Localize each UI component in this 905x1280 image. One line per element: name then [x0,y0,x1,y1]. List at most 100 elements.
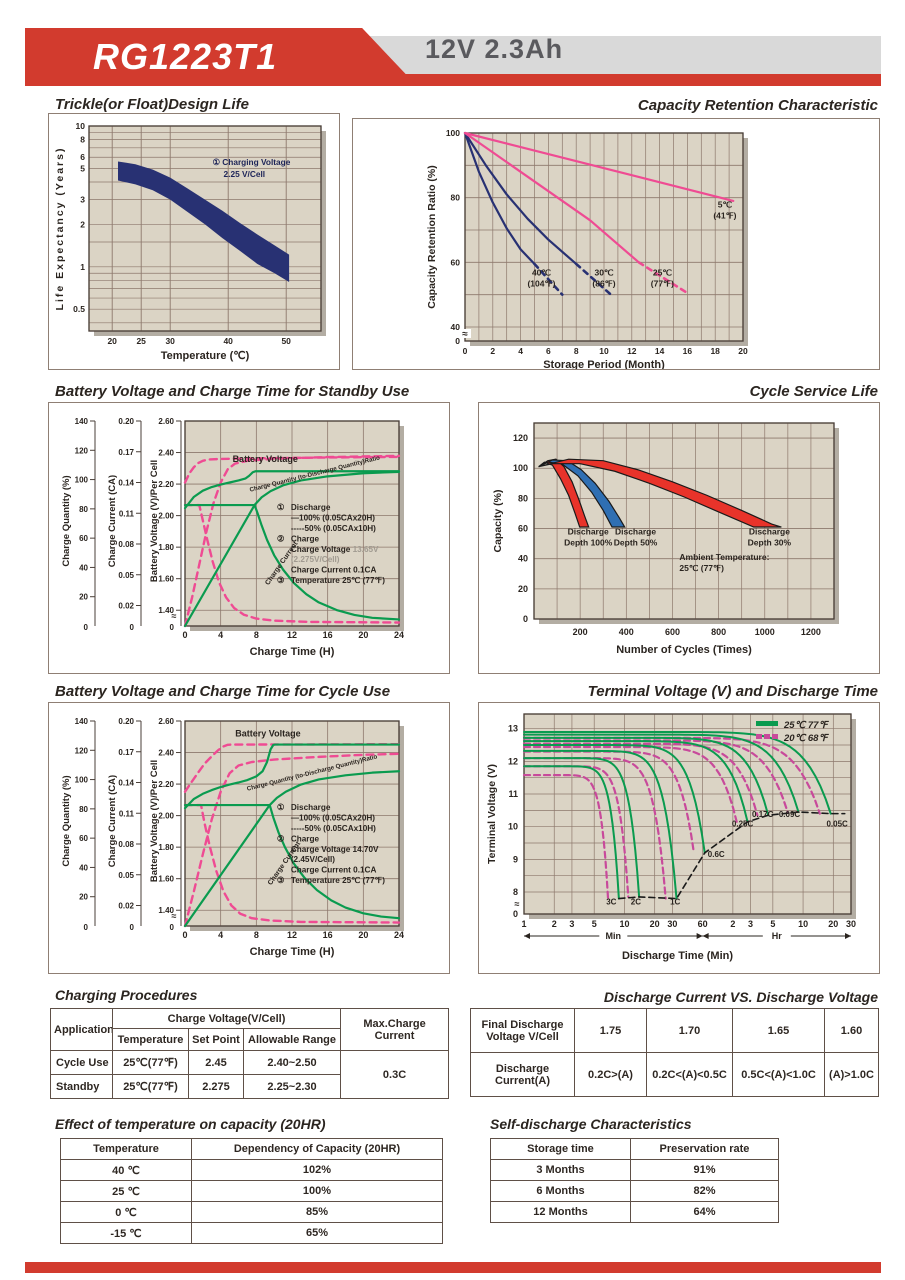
svg-text:Battery Voltage: Battery Voltage [233,454,298,464]
svg-text:Life Expectancy (Years): Life Expectancy (Years) [54,147,66,311]
svg-text:12: 12 [287,930,297,940]
table-cell: 64% [630,1201,779,1223]
svg-text:1: 1 [521,919,526,929]
panel-cycle-service-life: Discharge Depth 100% Discharge Depth 50% Dis… [478,402,880,674]
svg-text:120: 120 [75,746,89,755]
svg-text:1.60: 1.60 [158,875,174,884]
svg-text:3: 3 [748,919,753,929]
svg-text:10: 10 [798,919,808,929]
svg-text:16: 16 [323,930,333,940]
series [463,131,735,296]
svg-text:80: 80 [79,805,88,814]
table-cell: 65% [191,1222,443,1244]
svg-text:0.17: 0.17 [118,448,134,457]
svg-text:0.17C: 0.17C [752,810,774,819]
table-cell: 2.275 [188,1074,244,1099]
svg-text:2.40: 2.40 [158,749,174,758]
panel-trickle-design-life: ① Charging Voltage 2.25 V/Cell 10 8 6 5 3 2 1 0.5… [48,113,340,370]
svg-text:0: 0 [170,923,175,932]
table-cell: 0.3C [340,1050,450,1099]
discharge-voltage-table: Final Discharge Voltage V/Cell 1.75 1.70… [470,1008,879,1097]
svg-text:2.20: 2.20 [158,780,174,789]
svg-text:18: 18 [710,346,720,356]
table-cell: 102% [191,1159,443,1181]
title-effect-temperature: Effect of temperature on capacity (20HR) [55,1116,326,1132]
svg-text:Charge: Charge [291,534,320,543]
svg-text:60: 60 [451,257,461,267]
svg-text:2: 2 [80,219,85,229]
svg-text:25℃ 77℉: 25℃ 77℉ [783,720,829,731]
table-cell: 6 Months [490,1180,631,1202]
svg-text:14: 14 [655,346,665,356]
svg-text:3: 3 [80,195,85,205]
svg-text:Temperature 25℃ (77℉): Temperature 25℃ (77℉) [291,576,385,585]
svg-text:10: 10 [619,919,629,929]
svg-text:20: 20 [828,919,838,929]
svg-text:0.02: 0.02 [118,902,134,911]
svg-text:40: 40 [518,554,528,564]
svg-text:Discharge: Discharge [615,527,656,537]
series [183,742,401,928]
svg-text:4: 4 [218,630,223,640]
svg-text:0.11: 0.11 [119,809,135,818]
svg-text:Discharge: Discharge [291,803,331,812]
svg-text:1.80: 1.80 [158,543,174,552]
svg-text:0.25C: 0.25C [732,820,754,829]
svg-text:0: 0 [523,614,528,624]
svg-text:1C: 1C [670,897,680,906]
table-cell: 25 ℃ [60,1180,192,1202]
svg-text:Temperature (℃): Temperature (℃) [161,350,250,362]
svg-text:11: 11 [508,789,518,799]
table-cell: 0.5C<(A)<1.0C [732,1052,825,1097]
svg-text:2.00: 2.00 [158,512,174,521]
svg-text:10: 10 [599,346,609,356]
svg-text:≈: ≈ [172,611,177,621]
svg-text:25℃: 25℃ [653,267,672,277]
svg-text:100: 100 [446,128,460,138]
svg-text:30: 30 [667,919,677,929]
svg-text:3: 3 [569,919,574,929]
svg-text:20: 20 [79,893,88,902]
svg-text:2: 2 [730,919,735,929]
title-capacity-retention: Capacity Retention Characteristic [637,97,878,114]
svg-text:0.5: 0.5 [73,304,85,314]
svg-text:—100% (0.05CAx20H): —100% (0.05CAx20H) [291,814,375,823]
svg-text:8: 8 [574,346,579,356]
svg-text:20: 20 [358,930,368,940]
table-cell: (A)>1.0C [824,1052,879,1097]
svg-text:60: 60 [518,524,528,534]
svg-text:2: 2 [490,346,495,356]
title-charge-standby: Battery Voltage and Charge Time for Stan… [55,383,410,400]
svg-text:0: 0 [513,909,518,919]
title-charge-cycle: Battery Voltage and Charge Time for Cycl… [55,683,391,700]
svg-text:Charge Quantity (%): Charge Quantity (%) [61,475,72,566]
title-cycle-service-life: Cycle Service Life [749,383,878,400]
svg-text:8: 8 [254,630,259,640]
table-cell: Cycle Use [50,1050,113,1075]
grid [185,421,399,626]
table-cell: 2.25~2.30 [242,1074,342,1099]
svg-text:Charge Voltage 13.65V: Charge Voltage 13.65V [291,545,379,554]
svg-text:16: 16 [683,346,693,356]
svg-text:≈: ≈ [462,329,468,340]
svg-text:(2.275V/Cell): (2.275V/Cell) [291,555,340,564]
svg-text:Temperature 25℃ (77℉): Temperature 25℃ (77℉) [291,876,385,885]
svg-text:6: 6 [546,346,551,356]
svg-text:10: 10 [508,822,518,832]
svg-text:100: 100 [75,476,89,485]
table-header: Max.Charge Current [340,1008,450,1051]
svg-text:0.6C: 0.6C [708,850,725,859]
table-cell: 1.75 [574,1008,647,1053]
svg-text:Charge Current 0.1CA: Charge Current 0.1CA [291,866,377,875]
model-number: RG1223T1 [93,36,278,77]
table-cell: 12 Months [490,1201,631,1223]
svg-text:Storage Period (Month): Storage Period (Month) [543,359,665,369]
svg-text:Min: Min [606,931,622,941]
svg-text:80: 80 [518,493,528,503]
svg-text:8: 8 [513,887,518,897]
svg-text:12: 12 [627,346,637,356]
table-row: Final Discharge Voltage V/Cell 1.75 1.70… [470,1008,879,1053]
svg-text:400: 400 [619,627,634,637]
svg-text:4: 4 [518,346,523,356]
